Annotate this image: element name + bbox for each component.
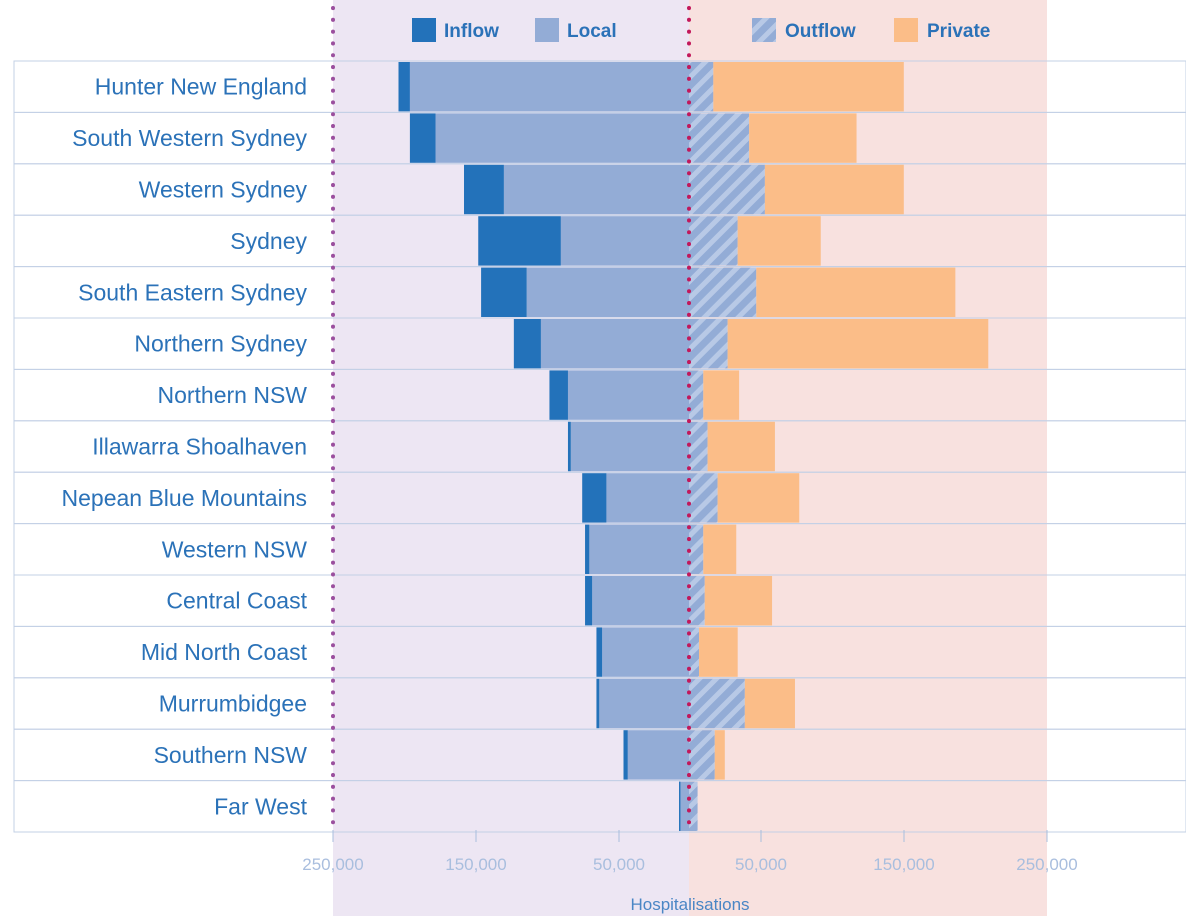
- category-label: South Eastern Sydney: [78, 279, 307, 305]
- legend-label-private: Private: [927, 21, 990, 42]
- legend-swatch-outflow: [752, 18, 776, 42]
- bar-inflow: [481, 267, 527, 317]
- bar-inflow: [549, 370, 568, 420]
- category-label: Southern NSW: [154, 742, 308, 768]
- bar-outflow: [689, 730, 715, 780]
- bar-local: [540, 319, 689, 369]
- bar-private: [764, 164, 904, 215]
- legend-label-outflow: Outflow: [785, 21, 856, 42]
- bar-private: [744, 678, 795, 729]
- bar-private: [704, 576, 773, 626]
- bar-outflow: [689, 627, 700, 677]
- category-row: [13, 780, 1186, 833]
- bar-inflow: [409, 113, 436, 163]
- bar-outflow: [689, 678, 745, 729]
- bar-inflow: [585, 524, 590, 574]
- category-label: Nepean Blue Mountains: [62, 485, 308, 511]
- bar-private: [756, 267, 956, 317]
- legend-swatch-local: [535, 18, 559, 42]
- bar-private: [707, 421, 775, 472]
- bar-local: [503, 164, 689, 215]
- bar-private: [713, 62, 904, 112]
- bar-private: [703, 524, 737, 574]
- bar-local: [570, 421, 689, 472]
- bar-private: [714, 730, 725, 780]
- bar-local: [606, 473, 689, 523]
- bar-private: [737, 216, 821, 266]
- category-label: Central Coast: [166, 588, 307, 614]
- x-tick-label: 250,000: [1016, 855, 1077, 874]
- category-label: Murrumbidgee: [159, 691, 307, 717]
- legend-label-local: Local: [567, 21, 617, 42]
- category-label: Far West: [214, 793, 307, 819]
- bar-inflow: [585, 576, 593, 626]
- legend: Inflow Local Outflow Private: [412, 18, 990, 42]
- bar-local: [560, 216, 689, 266]
- bar-outflow: [689, 421, 708, 472]
- bar-outflow: [689, 524, 704, 574]
- bar-outflow: [689, 164, 765, 215]
- bar-local: [592, 576, 689, 626]
- bar-inflow: [596, 678, 600, 729]
- row-grid: [13, 60, 1186, 833]
- legend-label-inflow: Inflow: [444, 21, 499, 42]
- bar-private: [749, 113, 857, 163]
- bar-local: [435, 113, 689, 163]
- bar-outflow: [689, 62, 714, 112]
- bar-local: [599, 678, 689, 729]
- category-label: Western NSW: [162, 536, 308, 562]
- bar-outflow: [689, 319, 728, 369]
- bar-private: [727, 319, 989, 369]
- category-label: Western Sydney: [139, 177, 308, 203]
- category-label: Hunter New England: [95, 74, 307, 100]
- bar-local: [526, 267, 689, 317]
- bar-outflow: [689, 113, 750, 163]
- x-tick-label: 150,000: [445, 855, 506, 874]
- bar-local: [589, 524, 689, 574]
- bar-local: [680, 781, 689, 831]
- x-axis: 250,000 150,000 50,000 50,000 150,000 25…: [302, 830, 1078, 914]
- bar-inflow: [582, 473, 607, 523]
- bar-inflow: [623, 730, 628, 780]
- category-label: Northern Sydney: [134, 331, 307, 357]
- bar-local: [409, 62, 689, 112]
- bar-outflow: [689, 576, 705, 626]
- category-label: Illawarra Shoalhaven: [92, 434, 307, 460]
- bar-inflow: [513, 319, 541, 369]
- category-label: Northern NSW: [157, 382, 307, 408]
- bar-inflow: [464, 164, 504, 215]
- bar-private: [703, 370, 740, 420]
- category-label: Mid North Coast: [141, 639, 308, 665]
- bar-local: [567, 370, 689, 420]
- legend-swatch-inflow: [412, 18, 436, 42]
- x-tick-label: 250,000: [302, 855, 363, 874]
- bar-inflow: [596, 627, 603, 677]
- bar-local: [627, 730, 689, 780]
- category-label: South Western Sydney: [72, 125, 307, 151]
- x-tick-label: 50,000: [593, 855, 645, 874]
- bar-outflow: [689, 370, 704, 420]
- category-label: Sydney: [230, 228, 307, 254]
- x-tick-label: 150,000: [873, 855, 934, 874]
- bars: [398, 62, 989, 831]
- bar-outflow: [689, 473, 718, 523]
- bar-outflow: [689, 781, 698, 831]
- bar-inflow: [567, 421, 571, 472]
- x-axis-title: Hospitalisations: [630, 895, 749, 914]
- category-labels: Hunter New England South Western Sydney We…: [62, 74, 308, 820]
- bar-private: [717, 473, 800, 523]
- x-tick-label: 50,000: [735, 855, 787, 874]
- bar-inflow: [398, 62, 410, 112]
- bar-outflow: [689, 216, 738, 266]
- bar-inflow: [478, 216, 561, 266]
- bar-outflow: [689, 267, 757, 317]
- bar-local: [602, 627, 689, 677]
- bar-private: [699, 627, 738, 677]
- legend-swatch-private: [894, 18, 918, 42]
- bar-inflow: [679, 781, 681, 831]
